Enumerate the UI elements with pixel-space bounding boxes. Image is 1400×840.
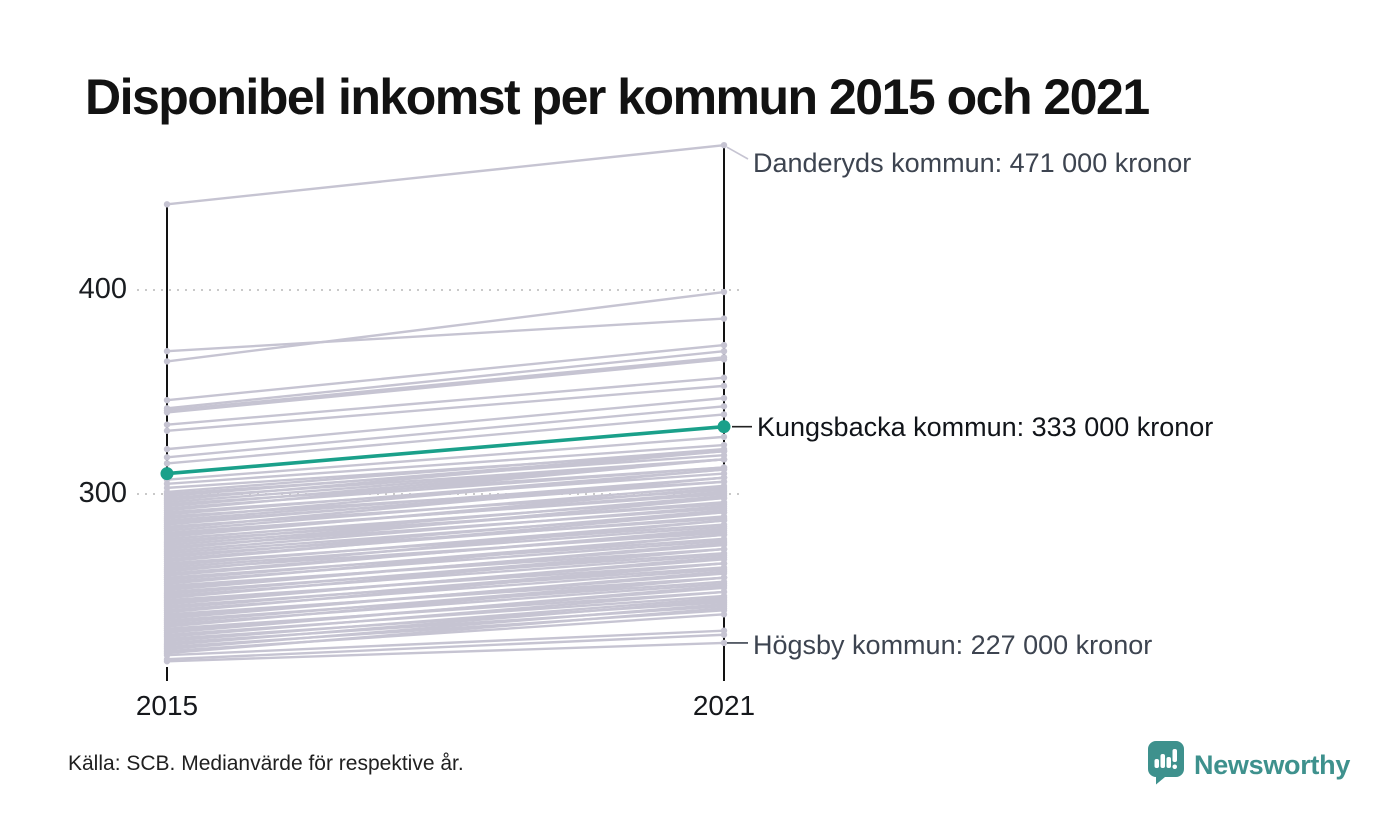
y-axis-tick-300: 300 [78,477,127,509]
chart-title: Disponibel inkomst per kommun 2015 och 2… [85,69,1150,125]
y-axis-tick-400: 400 [78,273,127,305]
x-axis-label-2015: 2015 [135,690,199,721]
annotation-hogsby: Högsby kommun: 227 000 kronor [753,630,1153,660]
annotation-danderyd: Danderyds kommun: 471 000 kronor [753,148,1192,178]
newsworthy-pin-icon [1147,740,1185,790]
source-note: Källa: SCB. Medianvärde för respektive å… [68,752,464,775]
highlight-line-kungsbacka [166,424,725,476]
newsworthy-wordmark: Newsworthy [1194,749,1351,780]
annotation-kungsbacka: Kungsbacka kommun: 333 000 kronor [757,412,1214,442]
x-axis-label-2021: 2021 [692,690,756,721]
background-lines [163,141,728,665]
newsworthy-branding: Newsworthy [1147,740,1350,790]
